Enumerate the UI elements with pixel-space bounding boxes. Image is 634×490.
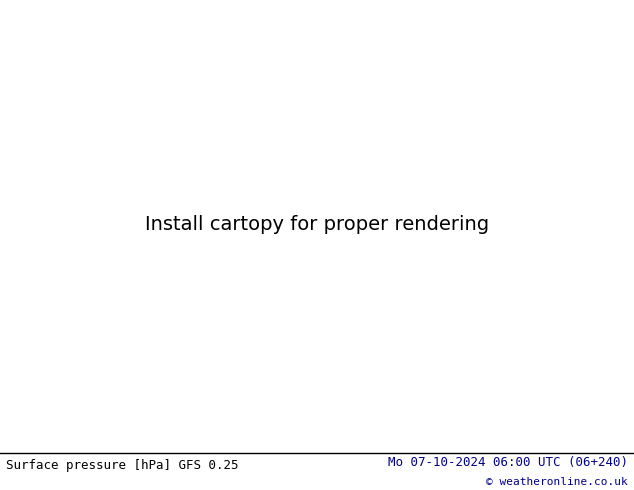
Text: Surface pressure [hPa] GFS 0.25: Surface pressure [hPa] GFS 0.25 bbox=[6, 459, 239, 471]
Text: Install cartopy for proper rendering: Install cartopy for proper rendering bbox=[145, 215, 489, 234]
Text: Mo 07-10-2024 06:00 UTC (06+240): Mo 07-10-2024 06:00 UTC (06+240) bbox=[387, 456, 628, 469]
Text: © weatheronline.co.uk: © weatheronline.co.uk bbox=[486, 477, 628, 487]
